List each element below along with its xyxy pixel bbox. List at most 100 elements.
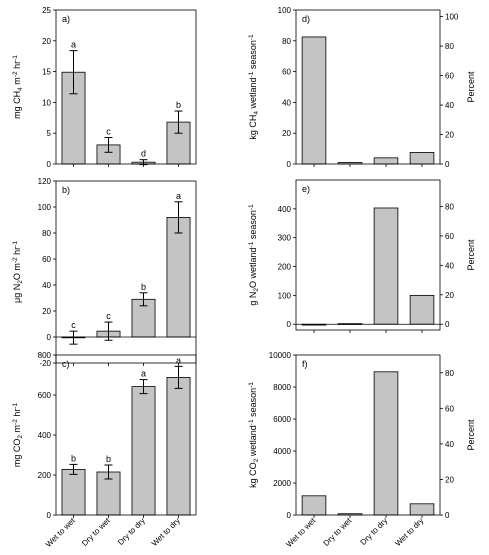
y-axis-label-part: season bbox=[248, 210, 258, 242]
significance-letter: a bbox=[141, 369, 146, 379]
y-tick-label: 15 bbox=[42, 68, 51, 77]
panel-label: e) bbox=[302, 184, 310, 194]
bar-wet-to-wet bbox=[301, 495, 327, 516]
plot-frame bbox=[295, 9, 441, 165]
y-axis-label-part: -1 bbox=[248, 419, 255, 425]
y-tick-label: 40 bbox=[282, 98, 291, 107]
y-tick-label: 60 bbox=[282, 68, 291, 77]
significance-letter: c bbox=[71, 320, 76, 330]
significance-letter: b bbox=[106, 454, 111, 464]
y-tick-label: 100 bbox=[278, 6, 292, 15]
y-axis-label-part: hr bbox=[12, 61, 22, 72]
plot-frame bbox=[55, 180, 197, 364]
chart-panel-b: c c b a -20 0 20 40 60 80 100 120 b) μg N2O m-2 hr-1 bbox=[12, 177, 197, 368]
y-axis-label: μg N2O m-2 hr-1 bbox=[12, 241, 24, 303]
panel-label: b) bbox=[62, 185, 70, 195]
y-tick-label: 60 bbox=[42, 255, 51, 264]
y-tick-label: 20 bbox=[282, 129, 291, 138]
x-category-label: Wet to dry bbox=[393, 516, 425, 548]
y-tick-label: 120 bbox=[38, 177, 52, 186]
y-tick-label: 100 bbox=[278, 291, 292, 300]
y-tick-label: 300 bbox=[278, 234, 292, 243]
x-category-label: Dry to wet bbox=[80, 516, 112, 548]
y-axis-label-part: O wetland bbox=[248, 247, 258, 288]
y-axis-label-part: mg CO bbox=[12, 439, 22, 468]
x-category-label: Dry to dry bbox=[359, 516, 390, 547]
y-axis-label-part: 2 bbox=[253, 288, 260, 292]
significance-letter: c bbox=[106, 311, 111, 321]
right-y-tick-label: 40 bbox=[445, 261, 454, 270]
y-axis-label-part: m bbox=[12, 425, 22, 435]
y-tick-label: 4000 bbox=[273, 447, 291, 456]
bar-wet-to-dry bbox=[409, 152, 435, 165]
y-tick-label: 80 bbox=[42, 229, 51, 238]
bar-dry-to-dry bbox=[373, 157, 399, 165]
x-category-label: Dry to wet bbox=[322, 516, 354, 548]
y-axis-label-part: mg CH bbox=[12, 91, 22, 119]
y-axis-label-part: -2 bbox=[12, 257, 19, 263]
significance-letter: b bbox=[141, 282, 146, 292]
y-tick-label: -20 bbox=[39, 359, 51, 368]
right-y-tick-label: 20 bbox=[445, 475, 454, 484]
y-axis-label: kg CO2 wetland-1 season-1 bbox=[248, 382, 260, 488]
y-axis-label-part: wetland bbox=[248, 77, 258, 111]
right-axis-label: Percent bbox=[466, 239, 476, 271]
bar-dry-to-dry bbox=[373, 371, 399, 516]
bar-wet-to-dry bbox=[166, 376, 191, 516]
y-axis-label: kg CH4 wetland-1 season-1 bbox=[248, 34, 260, 140]
x-category-label: Wet to dry bbox=[150, 516, 182, 548]
right-y-tick-label: 80 bbox=[445, 369, 454, 378]
panel-label: f) bbox=[302, 359, 308, 369]
y-tick-label: 0 bbox=[47, 333, 52, 342]
y-axis-label-part: 2 bbox=[253, 458, 260, 462]
bar-wet-to-dry bbox=[409, 294, 435, 325]
x-category-label: Dry to dry bbox=[116, 516, 147, 547]
y-axis-label-part: 4 bbox=[17, 87, 24, 91]
right-y-tick-label: 20 bbox=[445, 291, 454, 300]
y-tick-label: 10000 bbox=[269, 351, 292, 360]
bar-wet-to-dry bbox=[409, 503, 435, 516]
right-y-tick-label: 0 bbox=[445, 511, 450, 520]
significance-letter: a bbox=[71, 40, 76, 50]
y-tick-label: 5 bbox=[47, 129, 52, 138]
right-y-tick-label: 60 bbox=[445, 404, 454, 413]
y-tick-label: 400 bbox=[278, 205, 292, 214]
y-tick-label: 20 bbox=[42, 37, 51, 46]
y-axis-label: g N2O wetland-1 season-1 bbox=[248, 204, 260, 306]
y-axis-label-part: season bbox=[248, 40, 258, 72]
y-axis-label-part: wetland bbox=[248, 425, 258, 459]
significance-letter: b bbox=[71, 453, 76, 463]
right-y-tick-label: 20 bbox=[445, 131, 454, 140]
bar-wet-to-wet bbox=[61, 468, 86, 516]
plot-frame bbox=[295, 354, 441, 516]
y-axis-label-part: hr bbox=[12, 409, 22, 420]
right-axis-label: Percent bbox=[466, 419, 476, 451]
y-tick-label: 25 bbox=[42, 6, 51, 15]
y-axis-label-part: μg N bbox=[12, 284, 22, 303]
y-tick-label: 0 bbox=[287, 511, 292, 520]
right-y-tick-label: 40 bbox=[445, 440, 454, 449]
panel-label: d) bbox=[302, 14, 310, 24]
right-y-tick-label: 60 bbox=[445, 72, 454, 81]
plot-frame bbox=[55, 9, 197, 165]
y-axis-label-part: -1 bbox=[248, 71, 255, 77]
y-axis-label-part: -1 bbox=[248, 34, 255, 40]
y-axis-label-part: -1 bbox=[12, 241, 19, 247]
y-tick-label: 200 bbox=[278, 263, 292, 272]
chart-panel-c: b b a a 0 200 400 600 800 Wet to wet Dry to wet Dry… bbox=[12, 351, 197, 550]
x-category-label: Wet to wet bbox=[44, 516, 78, 550]
y-tick-label: 0 bbox=[287, 160, 292, 169]
y-axis-label-part: kg CH bbox=[248, 115, 258, 140]
right-y-tick-label: 80 bbox=[445, 202, 454, 211]
y-tick-label: 100 bbox=[38, 203, 52, 212]
y-tick-label: 200 bbox=[38, 471, 52, 480]
panel-label: c) bbox=[62, 359, 70, 369]
y-tick-label: 6000 bbox=[273, 415, 291, 424]
y-axis-label-part: g N bbox=[248, 292, 258, 306]
y-axis-label-part: hr bbox=[12, 247, 22, 258]
significance-letter: c bbox=[106, 127, 111, 137]
right-y-tick-label: 0 bbox=[445, 160, 450, 169]
